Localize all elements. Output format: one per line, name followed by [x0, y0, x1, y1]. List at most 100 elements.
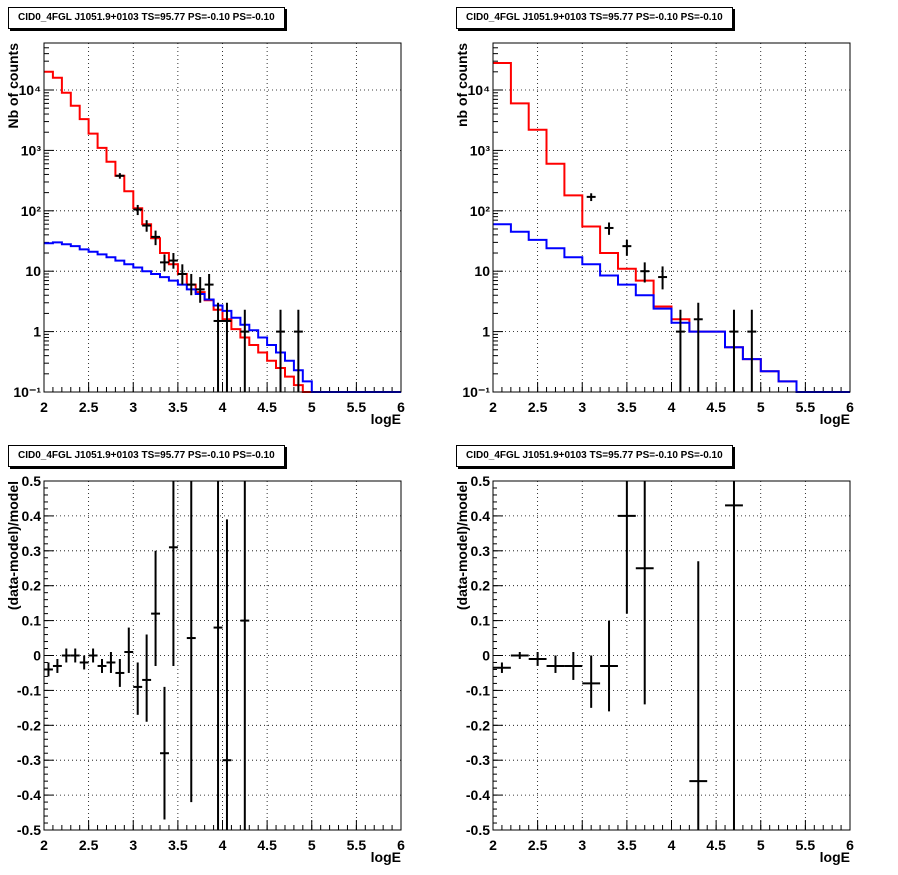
plot-panel-4: 2 2.5 3 3.5 4 4.5 5 5.5 6 -0.5 -0.4 -0.3 -0.2 -0.1 0 0.… [454, 473, 854, 865]
data-point [142, 220, 152, 232]
data-point [79, 655, 89, 670]
y-tick-label: 0.3 [471, 543, 491, 559]
x-axis-label: logE [371, 411, 401, 427]
data-point [142, 634, 152, 722]
x-tick-label: 2.5 [79, 399, 99, 415]
x-tick-label: 5.5 [796, 399, 816, 415]
data-point [186, 273, 196, 296]
x-tick-label: 6 [397, 837, 405, 853]
y-tick-label: 0.2 [471, 578, 491, 594]
data-point [186, 481, 196, 803]
y-tick-label: 0 [33, 648, 41, 664]
y-tick-label: 0.1 [471, 613, 491, 629]
x-tick-label: 5 [308, 837, 316, 853]
y-tick-label: -0.1 [17, 682, 41, 698]
data-point [151, 550, 161, 666]
y-axis-label: (data-model)/model [454, 481, 470, 610]
y-tick-label: 10⁴ [19, 82, 42, 98]
y-tick-label: 0.4 [471, 508, 491, 524]
y-tick-label: 10³ [21, 142, 42, 158]
data-point [693, 302, 703, 392]
data-point [168, 481, 178, 666]
data-point [240, 309, 250, 392]
x-tick-label: 4.5 [257, 837, 277, 853]
data-point [222, 302, 232, 392]
y-tick-label: 1 [33, 324, 41, 340]
x-tick-label: 4.5 [257, 399, 277, 415]
data-point [240, 481, 250, 830]
y-tick-label: 10³ [470, 142, 491, 158]
data-point [222, 519, 232, 830]
data-point [160, 254, 169, 272]
x-tick-label: 4 [668, 399, 676, 415]
x-tick-label: 2.5 [528, 837, 548, 853]
data-point [586, 193, 596, 202]
y-axis-label: Nb of counts [5, 43, 21, 129]
data-point [276, 309, 285, 392]
plot-frame [43, 480, 402, 831]
data-point [115, 173, 125, 179]
y-tick-label: -0.3 [17, 752, 41, 768]
x-tick-label: 2 [489, 837, 497, 853]
data-point [195, 277, 205, 303]
data-point [600, 620, 618, 712]
data-point [133, 662, 143, 715]
x-tick-label: 3.5 [617, 837, 637, 853]
data-point [604, 222, 614, 235]
data-point [124, 627, 134, 673]
data-point [564, 652, 583, 680]
y-tick-label: 0.4 [22, 508, 42, 524]
y-tick-label: -0.4 [17, 787, 41, 803]
x-tick-label: 6 [846, 399, 854, 415]
y-tick-label: -0.4 [466, 787, 490, 803]
x-tick-label: 6 [846, 837, 854, 853]
data-point [177, 264, 187, 285]
x-tick-label: 3 [129, 837, 137, 853]
x-tick-label: 5 [757, 837, 765, 853]
data-point [582, 655, 601, 708]
data-point [725, 481, 743, 830]
x-tick-label: 3 [578, 837, 586, 853]
histogram-line-blue [493, 223, 850, 393]
histogram-line-blue [44, 241, 401, 393]
y-axis-label: nb of counts [454, 43, 470, 127]
y-tick-label: 0.1 [22, 613, 42, 629]
data-point [151, 230, 161, 246]
data-point [293, 309, 303, 392]
plot-title-3: CID0_4FGL J1051.9+0103 TS=95.77 PS=-0.10… [8, 445, 285, 467]
data-point [640, 262, 650, 283]
y-tick-label: -0.5 [466, 822, 490, 838]
data-point [729, 309, 739, 392]
data-point [528, 652, 547, 666]
x-tick-label: 3.5 [617, 399, 637, 415]
data-point [617, 481, 636, 614]
x-tick-label: 5.5 [347, 837, 367, 853]
data-point [635, 481, 654, 705]
x-tick-label: 4 [668, 837, 676, 853]
x-tick-label: 3 [129, 399, 137, 415]
x-tick-label: 4 [219, 837, 227, 853]
data-point [70, 648, 80, 663]
data-point [622, 239, 632, 256]
data-point [213, 302, 223, 392]
y-tick-label: 0 [482, 648, 490, 664]
data-point [160, 686, 169, 820]
y-tick-label: -0.2 [466, 717, 490, 733]
x-tick-label: 5.5 [796, 837, 816, 853]
x-axis-label: logE [820, 411, 850, 427]
plot-frame [492, 42, 851, 393]
y-tick-label: 10⁻¹ [462, 384, 490, 400]
data-point [546, 655, 565, 673]
x-tick-label: 2 [40, 837, 48, 853]
y-tick-label: -0.5 [17, 822, 41, 838]
plot-frame [492, 480, 851, 831]
data-point [52, 658, 62, 673]
y-tick-label: 0.2 [22, 578, 42, 594]
y-tick-label: 0.3 [22, 543, 42, 559]
data-point [689, 561, 708, 830]
data-point [115, 658, 125, 687]
y-axis-label: (data-model)/model [5, 481, 21, 610]
y-tick-label: -0.1 [466, 682, 490, 698]
data-point [97, 658, 107, 673]
y-tick-label: 10² [470, 203, 491, 219]
